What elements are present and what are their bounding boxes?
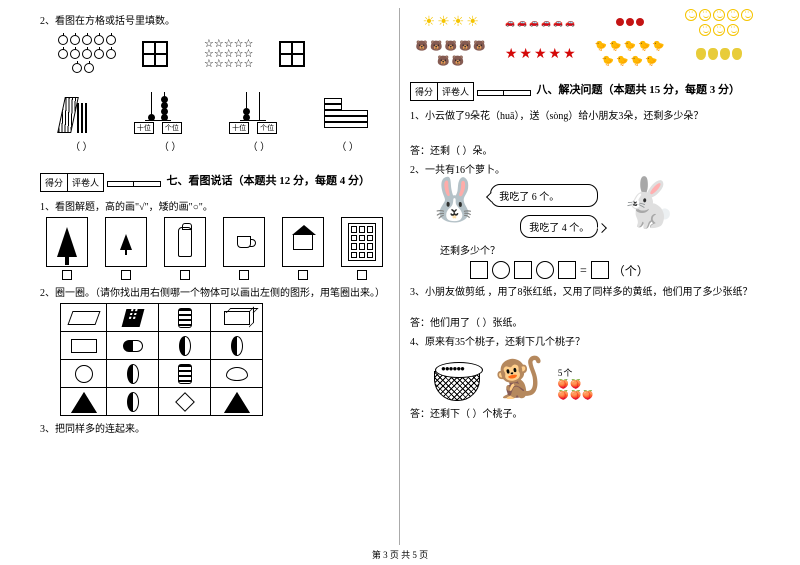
- redstars-icon: ★★★★★: [500, 40, 582, 68]
- s7-q2: 2、圈一圈。（请你找出用右侧哪一个物体可以画出左侧的图形，用笔圈出来。）: [40, 284, 389, 299]
- star-group: ☆☆☆☆☆ ☆☆☆☆☆ ☆☆☆☆☆: [204, 39, 253, 69]
- section7-title: 七、看图说话（本题共 12 分，每题 4 分）: [167, 172, 371, 188]
- s7-q3: 3、把同样多的连起来。: [40, 420, 389, 435]
- page-footer: 第 3 页 共 5 页: [0, 548, 800, 561]
- peach-pile-icon: 5个 🍑🍑 🍑🍑🍑: [558, 366, 595, 401]
- grid-box-1[interactable]: [142, 41, 168, 67]
- bubble-1: 我吃了 6 个。: [490, 184, 598, 207]
- s8-q3-ans[interactable]: 答：他们用了（ ）张纸。: [410, 314, 760, 329]
- abacus-1: 十位个位: [134, 91, 182, 134]
- s8-q4: 4、原来有35个桃子，还剩下几个桃子？: [410, 333, 760, 348]
- bubble-2: 我吃了 4 个。: [520, 215, 598, 238]
- bar-stack: [324, 98, 368, 128]
- apple-group: [58, 31, 116, 77]
- score-box-8: 得分评卷人: [410, 76, 531, 101]
- rabbit-left-icon: 🐰: [428, 180, 480, 222]
- paren-row[interactable]: （ ）（ ）（ ）（ ）: [40, 138, 389, 153]
- basket-icon: ●●●●●●: [434, 371, 480, 401]
- suns-icon: ☀☀☀☀: [410, 8, 492, 36]
- equation-row[interactable]: =（个）: [470, 261, 760, 279]
- s7-q1-cards: [40, 217, 389, 280]
- q2-title: 2、看图在方格或括号里填数。: [40, 12, 389, 27]
- icon-grid: ☀☀☀☀ 🚗🚗🚗🚗🚗🚗 🐻🐻🐻🐻🐻🐻🐻 ★★★★★ 🐤🐤🐤🐤🐤🐤🐤🐤🐤: [410, 8, 760, 68]
- bears-icon: 🐻🐻🐻🐻🐻🐻🐻: [410, 40, 492, 68]
- monkey-icon: 🐒: [494, 354, 544, 401]
- s8-q3: 3、小朋友做剪纸 ，用了8张红纸，又用了同样多的黄纸，他们用了多少张纸？: [410, 283, 760, 298]
- s8-q1-ans[interactable]: 答：还剩（ ）朵。: [410, 142, 760, 157]
- s8-q2: 2、一共有16个萝卜。: [410, 161, 760, 176]
- s8-q1: 1、小云做了9朵花（huā），送（sòng）给小朋友3朵，还剩多少朵？: [410, 107, 760, 122]
- chicks-icon: 🐤🐤🐤🐤🐤🐤🐤🐤🐤: [589, 40, 671, 68]
- s7-q1: 1、看图解题，高的画"√"，矮的画"○"。: [40, 198, 389, 213]
- shape-table[interactable]: [60, 303, 263, 416]
- grid-box-2[interactable]: [279, 41, 305, 67]
- s8-q2-remain: 还剩多少个？: [440, 242, 760, 257]
- sticks-group: [61, 93, 87, 133]
- s8-q4-ans[interactable]: 答：还剩下（ ）个桃子。: [410, 405, 760, 420]
- apples-icon: [589, 8, 671, 36]
- cars-icon: 🚗🚗🚗🚗🚗🚗: [500, 8, 582, 36]
- section8-title: 八、解决问题（本题共 15 分，每题 3 分）: [537, 81, 741, 97]
- score-box-7: 得分评卷人: [40, 167, 161, 192]
- rabbit-right-icon: 🐇: [618, 180, 678, 228]
- pears-icon: [679, 40, 761, 68]
- abacus-2: 十位个位: [229, 91, 277, 134]
- smileys-icon: [679, 8, 761, 36]
